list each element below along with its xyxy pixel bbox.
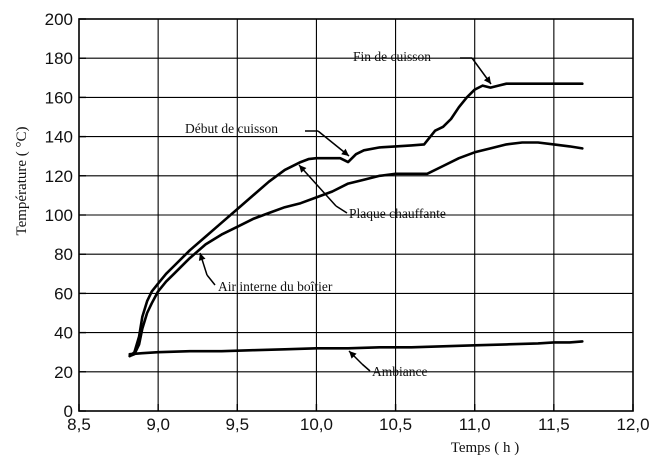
arrowhead — [198, 253, 206, 261]
x-tick-label: 8,5 — [67, 415, 91, 434]
series-ambiance — [128, 340, 584, 356]
y-tick-label: 200 — [45, 10, 73, 29]
x-tick-label: 10,0 — [300, 415, 333, 434]
x-tick-label: 9,0 — [146, 415, 170, 434]
leader-line — [361, 363, 371, 372]
y-tick-label: 80 — [54, 245, 73, 264]
x-tick-label: 11,5 — [538, 415, 570, 434]
pointer-line — [298, 164, 337, 207]
grid — [79, 19, 633, 411]
arrowhead — [299, 165, 307, 173]
y-tick-label: 60 — [54, 284, 73, 303]
arrowhead — [341, 148, 349, 156]
annotation-ambiance: Ambiance — [372, 364, 427, 379]
arrowhead — [483, 76, 491, 84]
x-tick-label: 11,0 — [459, 415, 491, 434]
x-axis-label: Temps ( h ) — [451, 440, 520, 456]
y-tick-label: 0 — [64, 402, 73, 421]
arrowhead — [349, 351, 357, 359]
y-tick-label: 120 — [45, 167, 73, 186]
series-lines — [128, 82, 584, 358]
y-tick-label: 40 — [54, 324, 73, 343]
annotation-debut-de-cuisson: Début de cuisson — [185, 121, 278, 136]
y-axis-label: Température ( °C) — [14, 126, 30, 235]
annotations: Fin de cuisson Début de cuisson Plaque cha… — [185, 49, 492, 379]
series-air-interne — [128, 82, 584, 358]
x-tick-label: 12,0 — [616, 415, 649, 434]
y-tick-label: 180 — [45, 49, 73, 68]
leader-line — [206, 274, 216, 286]
leader-line — [335, 205, 348, 214]
y-tick-label: 20 — [54, 363, 73, 382]
series-plaque-chauffante — [128, 141, 584, 358]
annotation-plaque-chauffante: Plaque chauffante — [349, 206, 446, 221]
y-tick-label: 140 — [45, 128, 73, 147]
ticks: 8,5 9,0 9,5 10,0 10,5 11,0 11,5 12,0 0 20 40 60 80 10… — [45, 10, 650, 434]
annotation-air-interne: Air interne du boîtier — [218, 279, 333, 294]
y-tick-label: 100 — [45, 206, 73, 225]
annotation-fin-de-cuisson: Fin de cuisson — [353, 49, 431, 64]
x-tick-label: 10,5 — [379, 415, 412, 434]
x-tick-label: 9,5 — [225, 415, 249, 434]
y-tick-label: 160 — [45, 88, 73, 107]
